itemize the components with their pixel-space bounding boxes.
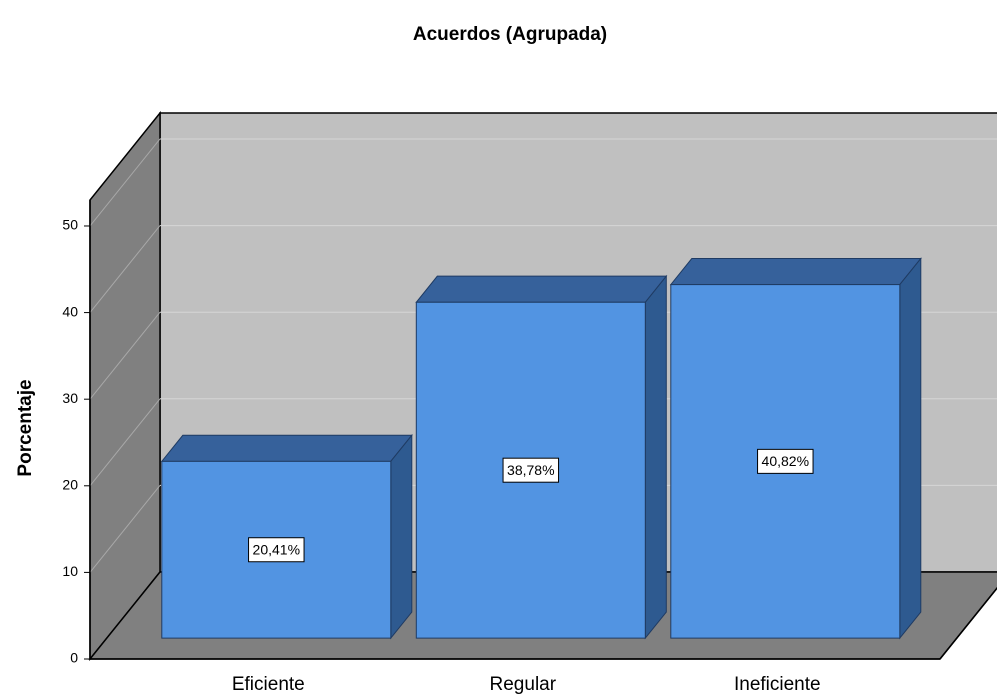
y-axis-label: Porcentaje — [15, 379, 36, 476]
value-label-box — [502, 457, 560, 483]
y-tick-label: 50 — [62, 217, 78, 233]
grid-line — [89, 225, 161, 313]
value-label: 20,41% — [253, 541, 300, 557]
y-tick-label: 40 — [62, 303, 78, 319]
y-tick-label: 0 — [70, 650, 78, 666]
x-tick-label: Eficiente — [232, 674, 305, 695]
x-tick-label: Regular — [490, 674, 557, 695]
bar-top — [160, 434, 413, 462]
value-label-group: 40,82% — [757, 448, 814, 474]
value-label-box — [248, 537, 305, 563]
value-label-group: 20,41% — [248, 537, 305, 563]
floor-edge — [939, 586, 997, 660]
bar-top — [415, 275, 668, 303]
value-label-box — [757, 448, 814, 474]
bar-side — [644, 274, 667, 640]
bar-side — [390, 433, 413, 640]
value-label-group: 38,78% — [502, 457, 560, 483]
bar-top — [669, 258, 922, 286]
y-tick-label: 10 — [62, 563, 78, 579]
grid-line — [89, 311, 161, 400]
grid-line — [89, 485, 161, 573]
y-tick-label: 30 — [62, 390, 78, 406]
x-tick-label: Ineficiente — [734, 674, 821, 695]
y-tick-label: 20 — [62, 476, 78, 492]
grid-line — [89, 398, 161, 487]
bar-side — [899, 257, 922, 640]
grid-line — [89, 138, 161, 227]
value-label: 38,78% — [507, 462, 554, 478]
value-label: 40,82% — [762, 453, 809, 469]
chart-title: Acuerdos (Agrupada) — [413, 24, 607, 45]
